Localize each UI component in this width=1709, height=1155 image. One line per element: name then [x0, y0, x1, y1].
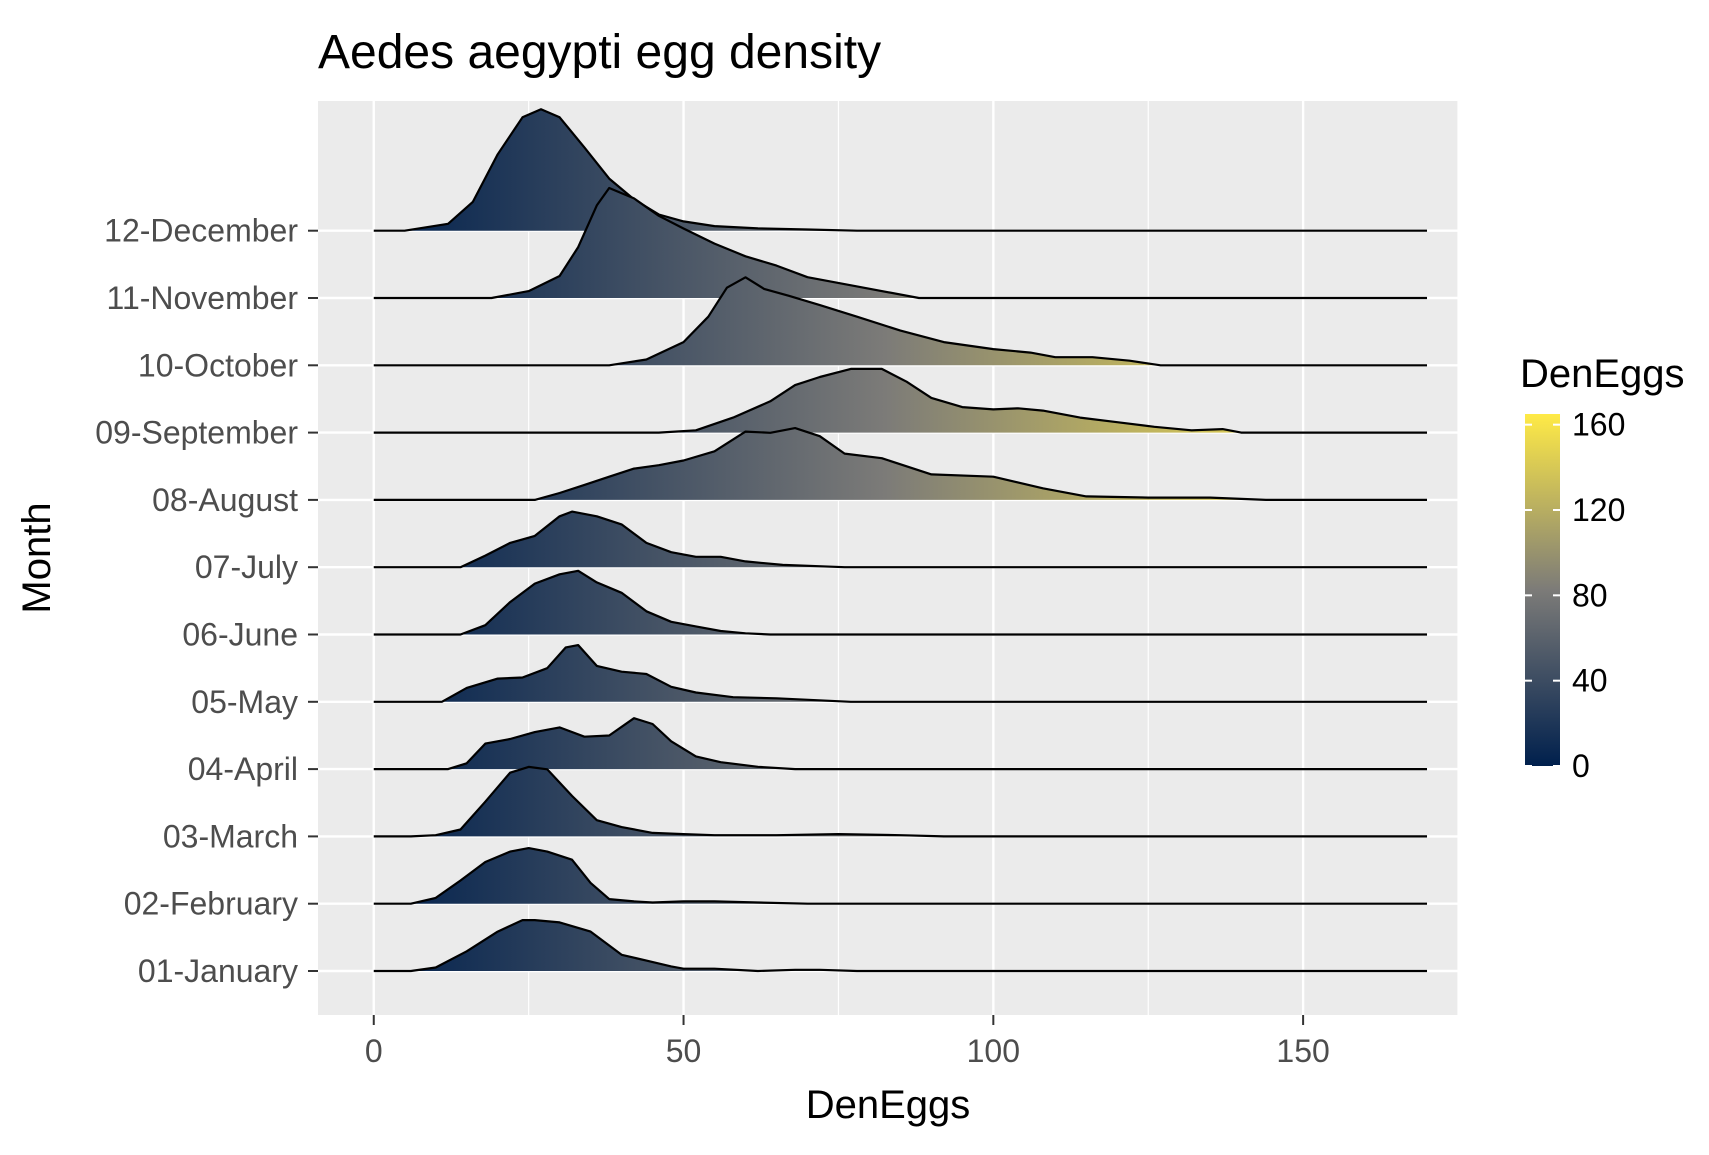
ridge-fill: [441, 645, 851, 702]
y-tick-label: 06-June: [182, 617, 298, 653]
ridge-fill: [658, 368, 1242, 433]
ridges: [373, 108, 1428, 973]
ridge-fill: [491, 188, 919, 298]
x-tick-label: 0: [365, 1033, 383, 1069]
ridge-outline: [373, 847, 1428, 905]
ridge-04-april: [373, 717, 1428, 771]
ridge-outline: [373, 427, 1428, 501]
ridge-fill: [609, 277, 1161, 366]
x-axis-title: DenEggs: [806, 1083, 971, 1127]
y-tick-label: 09-September: [95, 415, 298, 451]
ridge-01-january: [373, 919, 1428, 973]
ridge-outline: [373, 569, 1428, 636]
x-axis-ticks: 0 50 100 150: [365, 1015, 1330, 1069]
x-tick-label: 50: [666, 1033, 702, 1069]
y-tick-label: 04-April: [188, 751, 298, 787]
ridge-fill: [448, 718, 796, 770]
y-tick-label: 02-February: [124, 886, 298, 922]
ridge-02-february: [373, 847, 1428, 905]
legend-tick-label: 160: [1572, 407, 1625, 443]
y-tick-label: 12-December: [104, 213, 298, 249]
legend-ticks: 0 40 80 120 160: [1525, 407, 1625, 784]
y-tick-label: 10-October: [138, 347, 298, 383]
ridge-outline: [373, 276, 1428, 367]
ridge-12-december: [373, 108, 1428, 232]
ridge-outline: [373, 644, 1428, 703]
ridge-outline: [373, 717, 1428, 771]
ridge-fill: [460, 570, 771, 635]
ridge-06-june: [373, 569, 1428, 636]
legend-tick-label: 80: [1572, 577, 1608, 613]
ridge-outline: [373, 108, 1428, 232]
ridge-outline: [373, 186, 1428, 300]
ridge-fill: [460, 511, 845, 568]
ridge-outline: [373, 367, 1428, 434]
ridge-fill: [404, 109, 858, 231]
ridge-fill: [534, 428, 1266, 500]
legend-title: DenEggs: [1520, 352, 1685, 396]
ridge-10-october: [373, 276, 1428, 367]
y-axis-title: Month: [15, 502, 59, 613]
y-axis-ticks: 01-January 02-February 03-March 04-April 05-…: [95, 213, 318, 989]
legend-tick-label: 120: [1572, 492, 1625, 528]
chart-title: Aedes aegypti egg density: [318, 26, 881, 79]
ridge-fill: [410, 920, 858, 971]
ridge-11-november: [373, 186, 1428, 300]
ridge-outline: [373, 510, 1428, 569]
x-tick-label: 100: [967, 1033, 1020, 1069]
y-tick-label: 11-November: [107, 280, 299, 316]
ridge-fill: [410, 848, 808, 904]
ridge-05-may: [373, 644, 1428, 703]
y-tick-label: 03-March: [163, 818, 298, 854]
x-tick-label: 150: [1276, 1033, 1329, 1069]
ridge-fill: [410, 766, 944, 837]
y-tick-label: 08-August: [152, 482, 298, 518]
legend-colorbar: [1525, 414, 1560, 766]
ridge-outline: [373, 919, 1428, 973]
ridge-03-march: [373, 765, 1428, 838]
legend-tick-label: 40: [1572, 663, 1608, 699]
y-tick-label: 05-May: [191, 684, 298, 720]
y-tick-label: 07-July: [195, 549, 298, 585]
y-tick-label: 01-January: [138, 953, 298, 989]
ridge-09-september: [373, 367, 1428, 434]
fill-legend: DenEggs 0 40 80 120 160: [1520, 352, 1685, 784]
ridge-07-july: [373, 510, 1428, 569]
ridge-outline: [373, 765, 1428, 838]
ridge-08-august: [373, 427, 1428, 501]
legend-tick-label: 0: [1572, 748, 1590, 784]
